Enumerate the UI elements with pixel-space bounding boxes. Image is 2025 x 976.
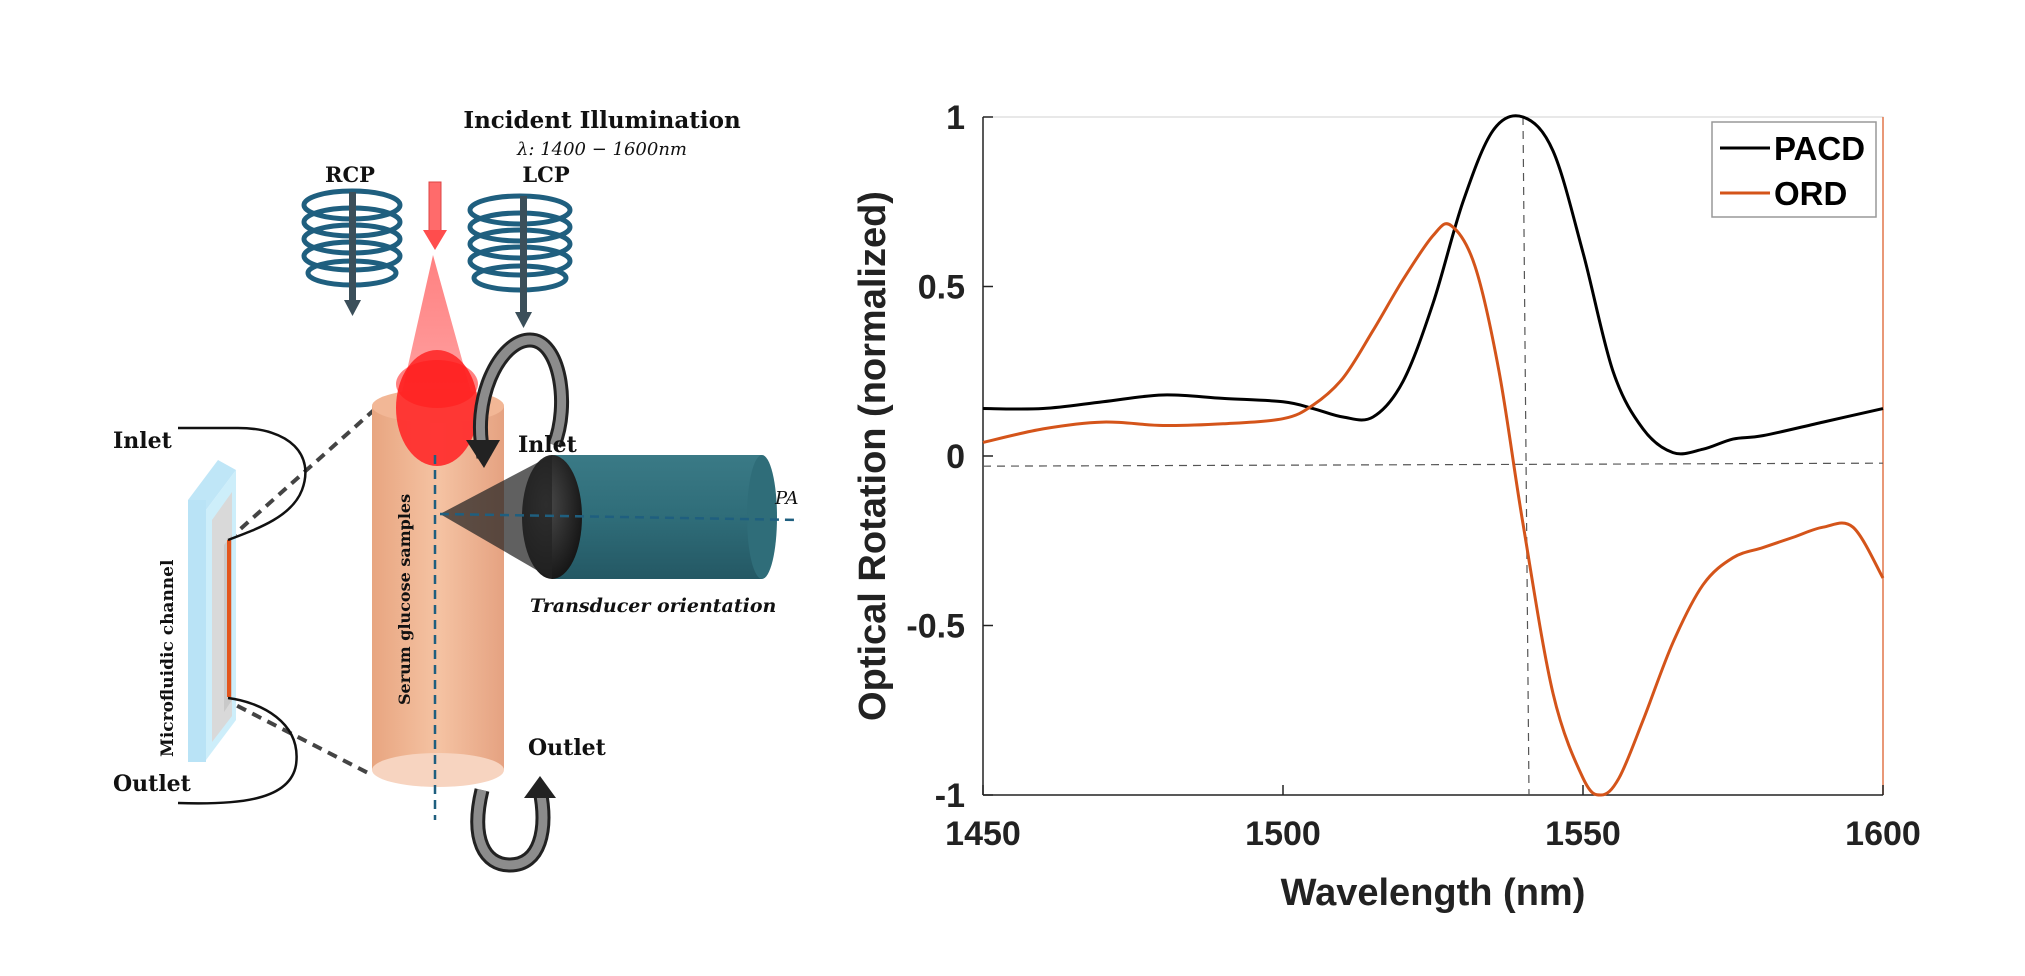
inlet-left-label: Inlet [113,428,173,454]
microfluidic-chip [188,460,236,762]
y-tick-label: -1 [935,777,965,815]
y-tick-label: 0.5 [918,269,965,307]
inlet-right-label: Inlet [518,432,578,458]
sample-label: Serum glucose samples [395,494,414,705]
setup-diagram: Incident Illumination λ: 1400 − 1600nm R… [113,107,801,873]
legend: PACD ORD [1711,121,1877,218]
x-tick-label: 1500 [1245,815,1321,853]
pa-label: PA [774,488,798,509]
legend-label-pacd: PACD [1774,130,1865,167]
series-line-ord [982,222,1885,797]
outlet-right-label: Outlet [528,735,607,761]
y-tick-label: 0 [946,438,965,476]
x-axis-label: Wavelength (nm) [1281,872,1586,914]
y-tick-label: -0.5 [906,608,965,646]
x-tick-label: 1550 [1545,815,1621,853]
lcp-arrow-icon [515,196,532,328]
series-layer [982,114,1885,797]
rcp-label: RCP [325,162,375,187]
microfluidic-label: Microfluidic channel [158,559,178,757]
legend-label-ord: ORD [1774,175,1847,212]
transducer [439,455,801,579]
y-ticks: -1 -0.5 0 0.5 1 [906,99,993,815]
illumination-spot-rim [396,360,478,408]
plot-area [982,116,1884,796]
outlet-left-label: Outlet [113,771,192,797]
legend-box [1711,121,1877,218]
reference-line-vertical [1522,116,1530,796]
x-tick-label: 1450 [945,815,1021,853]
incident-arrow-icon [423,181,447,250]
reference-line-horizontal [982,462,1884,467]
lcp-label: LCP [522,162,569,187]
reference-lines [982,116,1884,796]
rotation-arrow-top-icon [466,332,570,468]
y-tick-label: 1 [946,99,965,137]
optical-rotation-chart: 1450 1500 1550 1600 -1 -0.5 0 0.5 1 Wavelength … [852,99,1921,914]
inlet-tubing [177,426,307,805]
x-ticks: 1450 1500 1550 1600 [945,785,1921,853]
series-line-pacd [982,114,1884,456]
rotation-arrow-bottom-icon [470,776,556,873]
y-axis-label: Optical Rotation (normalized) [852,191,894,721]
x-tick-label: 1600 [1845,815,1921,853]
connector-dashes [221,408,376,777]
rcp-arrow-icon [344,192,361,316]
wavelength-range-label: λ: 1400 − 1600nm [516,139,687,160]
illumination-title: Incident Illumination [463,107,741,134]
transducer-label: Transducer orientation [530,595,776,617]
